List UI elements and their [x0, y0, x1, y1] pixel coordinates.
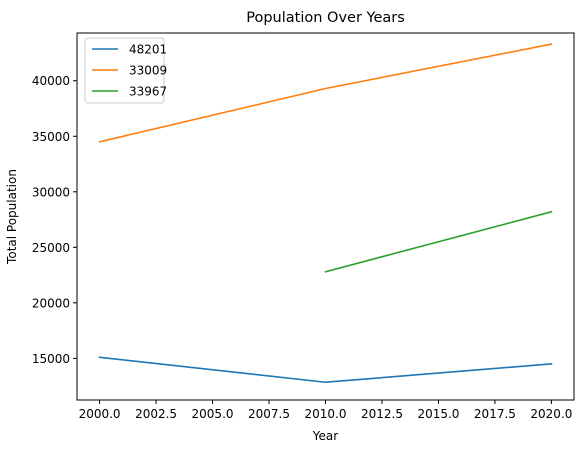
series-line-48201	[98, 356, 553, 384]
x-tick-label: 2015.0	[417, 407, 459, 421]
legend-label: 33967	[129, 85, 167, 99]
y-tick-label: 35000	[32, 130, 70, 144]
legend-label: 48201	[129, 43, 167, 57]
series-line-33009	[98, 43, 553, 143]
y-tick-label: 30000	[32, 185, 70, 199]
x-tick-label: 2007.5	[248, 407, 290, 421]
x-axis-label: Year	[312, 429, 338, 443]
legend: 48201 33009 33967	[84, 37, 167, 104]
y-axis-ticks: 15000 20000 25000 30000 35000 40000	[32, 74, 77, 366]
series-lines	[98, 43, 553, 384]
x-tick-label: 2002.5	[135, 407, 177, 421]
y-tick-label: 15000	[32, 352, 70, 366]
x-tick-label: 2000.0	[79, 407, 121, 421]
x-tick-label: 2010.0	[305, 407, 347, 421]
y-tick-label: 40000	[32, 74, 70, 88]
x-tick-label: 2012.5	[361, 407, 403, 421]
y-tick-label: 20000	[32, 296, 70, 310]
chart-title: Population Over Years	[246, 10, 405, 26]
y-tick-label: 25000	[32, 241, 70, 255]
series-line-33967	[324, 210, 553, 273]
legend-box	[84, 37, 165, 104]
x-axis-ticks: 2000.0 2002.5 2005.0 2007.5 2010.0 2012.5 2015…	[79, 400, 572, 421]
y-axis-label: Total Population	[5, 169, 19, 265]
legend-label: 33009	[129, 64, 167, 78]
x-tick-label: 2020.0	[530, 407, 572, 421]
x-tick-label: 2017.5	[474, 407, 516, 421]
x-tick-label: 2005.0	[192, 407, 234, 421]
